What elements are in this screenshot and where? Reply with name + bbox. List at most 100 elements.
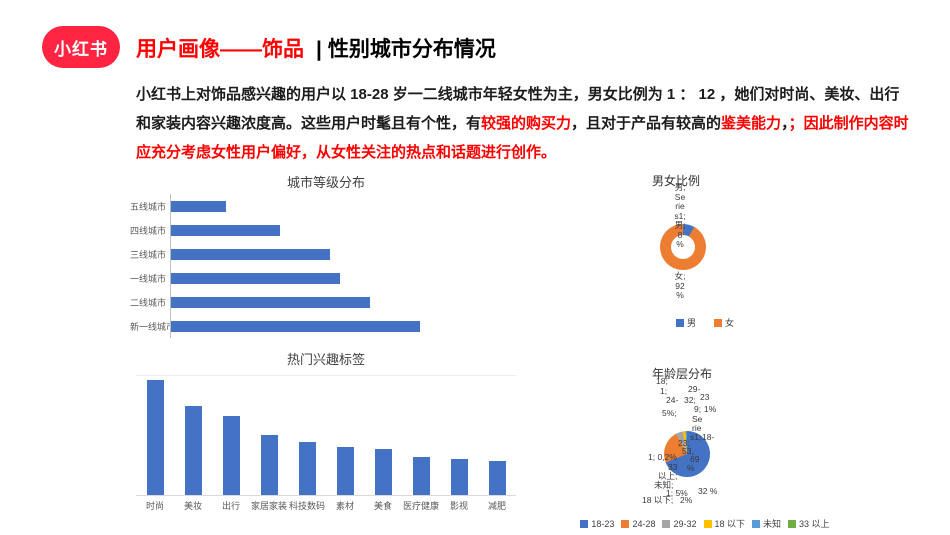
hot-tags-chart: 热门兴趣标签 时尚 美妆 出行 家居家装 科技数码 素材 美食 医疗健康 影视 减肥	[130, 349, 522, 535]
tag-category-label: 科技数码	[289, 501, 326, 511]
gender-ratio-chart: 男女比例 男; Se rie s1; 男; 8% 女; 92% 男女	[560, 170, 850, 336]
city-bar	[171, 200, 226, 212]
paragraph-segment: ；因此制作内容时应充分考虑女性用户偏好，从女性关注的热点和话题进行创作。	[136, 115, 909, 161]
data-label-fragment: s1;	[674, 210, 686, 221]
age-legend-item: 18 以下	[703, 517, 745, 530]
city-bar	[171, 248, 331, 260]
age-chart-title: 年龄层分布	[652, 367, 713, 381]
city-axis-track	[170, 194, 522, 218]
city-category-label: 四线城市	[130, 225, 167, 236]
tag-bar-column: 出行	[222, 376, 240, 511]
page-title-topic: 用户画像——饰品	[136, 38, 304, 61]
legend-swatch	[621, 519, 630, 528]
city-category-label: 新一线城市	[130, 321, 176, 332]
tags-bars-plot: 时尚 美妆 出行 家居家装 科技数码 素材 美食 医疗健康 影视 减肥	[136, 375, 516, 511]
tag-bar	[488, 461, 506, 495]
page-header: 用户画像——饰品 | 性别城市分布情况	[136, 33, 496, 63]
tag-bar	[184, 406, 202, 495]
tag-category-label: 美食	[374, 501, 393, 511]
legend-label: 未知	[763, 519, 782, 529]
tag-category-label: 素材	[336, 501, 355, 511]
city-axis-track	[170, 242, 522, 266]
legend-label: 男	[686, 318, 696, 328]
city-bar-row: 一线城市	[130, 266, 522, 290]
gender-chart-title: 男女比例	[652, 174, 701, 188]
age-legend: 18-23 24-28 29-32 18 以下 未知 33 以上	[560, 517, 850, 530]
age-pie-chart	[664, 431, 710, 477]
tag-bar-column: 科技数码	[289, 376, 325, 511]
tag-category-label: 时尚	[146, 501, 165, 511]
legend-swatch	[662, 519, 671, 528]
city-bar-row: 五线城市	[130, 194, 522, 218]
paragraph-segment: 小红书上对饰品感兴趣的用户以 18-28 岁一二线城市年轻女性为主，男女比例为 …	[136, 86, 900, 132]
legend-swatch	[675, 318, 684, 327]
paragraph-segment: ，	[781, 115, 789, 132]
tag-bar-column: 美妆	[184, 376, 202, 511]
legend-label: 33 以上	[799, 519, 830, 529]
gender-legend-item: 女	[714, 316, 734, 329]
age-legend-item: 24-28	[621, 519, 655, 529]
city-chart-title: 城市等级分布	[286, 175, 365, 190]
tag-category-label: 医疗健康	[403, 501, 440, 511]
tag-bar	[222, 415, 240, 495]
tag-bar-column: 素材	[336, 376, 354, 511]
city-bar	[171, 320, 420, 332]
data-label-fragment: 男;	[674, 220, 686, 230]
city-category-label: 一线城市	[130, 273, 167, 284]
gender-legend-item: 男	[675, 316, 696, 329]
city-bar	[171, 296, 370, 308]
legend-label: 女	[725, 318, 735, 328]
data-label-fragment: 1; 5%	[666, 488, 688, 498]
tag-category-label: 出行	[222, 501, 241, 511]
tag-category-label: 影视	[450, 501, 469, 511]
age-legend-item: 33 以上	[788, 517, 830, 530]
data-label-fragment: 18 以下;	[642, 495, 674, 505]
city-bar	[171, 224, 281, 236]
tag-bar	[260, 435, 278, 495]
tag-bar-column: 美食	[374, 376, 392, 511]
tag-bar	[450, 459, 468, 495]
tag-bar	[412, 456, 430, 495]
tag-bar	[146, 379, 164, 495]
city-axis-track	[170, 218, 522, 242]
legend-label: 29-32	[673, 518, 697, 529]
city-level-chart: 城市等级分布 五线城市四线城市三线城市一线城市二线城市新一线城市	[130, 172, 522, 344]
gender-legend: 男女	[560, 316, 850, 329]
age-distribution-chart: 年龄层分布 18; 1; 29- 24- 32; 23 9; 1% 5%; Se rie s1; 18-…	[560, 363, 850, 531]
data-label-fragment: 32 %	[698, 486, 718, 496]
legend-label: 18-23	[591, 518, 615, 529]
data-label-fragment: 23	[700, 392, 710, 402]
tag-bar	[374, 449, 392, 495]
data-label-fragment: %	[676, 239, 684, 249]
city-bar-row: 三线城市	[130, 242, 522, 266]
tag-category-label: 美妆	[184, 501, 203, 511]
xiaohongshu-logo: 小红书	[42, 26, 120, 68]
paragraph-segment: ，且对于产品有较高的	[571, 115, 722, 132]
tag-category-label: 减肥	[488, 501, 507, 511]
city-category-label: 二线城市	[130, 297, 167, 308]
age-legend-item: 29-32	[662, 518, 697, 529]
data-label-fragment: 24-	[666, 395, 679, 405]
legend-swatch	[752, 519, 761, 528]
legend-swatch	[703, 519, 712, 528]
data-label-fragment: 29-	[688, 384, 701, 394]
logo-text: 小红书	[54, 39, 108, 59]
age-legend-item: 未知	[752, 517, 781, 530]
city-bar-row: 四线城市	[130, 218, 522, 242]
data-label-fragment: 32;	[684, 395, 696, 405]
tag-bar-column: 时尚	[146, 376, 164, 511]
legend-label: 24-28	[632, 518, 656, 529]
data-label-fragment: 92	[675, 280, 685, 291]
city-bar-row: 二线城市	[130, 290, 522, 314]
data-label-fragment: Se	[692, 414, 703, 424]
intro-paragraph: 小红书上对饰品感兴趣的用户以 18-28 岁一二线城市年轻女性为主，男女比例为 …	[136, 80, 914, 167]
legend-swatch	[788, 519, 797, 528]
data-label-fragment: rie	[675, 201, 685, 211]
data-label-fragment: 女;	[674, 271, 686, 281]
city-category-label: 五线城市	[130, 201, 167, 212]
tags-chart-title: 热门兴趣标签	[286, 352, 365, 367]
legend-swatch	[714, 318, 722, 327]
tag-bar	[336, 447, 354, 495]
page-title-sub: 性别城市分布情况	[327, 38, 496, 61]
